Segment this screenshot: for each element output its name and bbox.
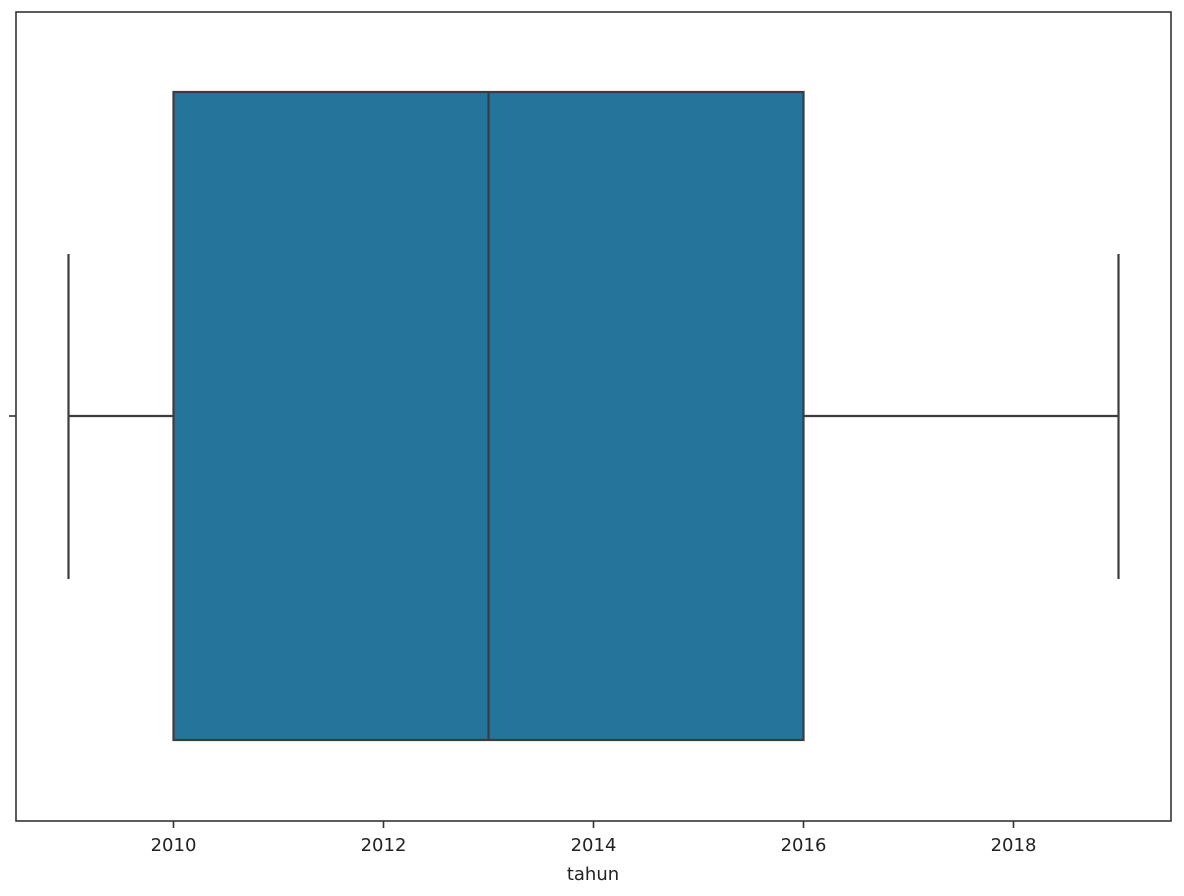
x-axis-label: tahun bbox=[567, 864, 619, 885]
x-tick-label: 2014 bbox=[571, 835, 617, 856]
x-tick-label: 2018 bbox=[991, 835, 1037, 856]
x-tick-label: 2016 bbox=[781, 835, 827, 856]
x-tick-label: 2012 bbox=[361, 835, 407, 856]
x-tick-label: 2010 bbox=[151, 835, 197, 856]
